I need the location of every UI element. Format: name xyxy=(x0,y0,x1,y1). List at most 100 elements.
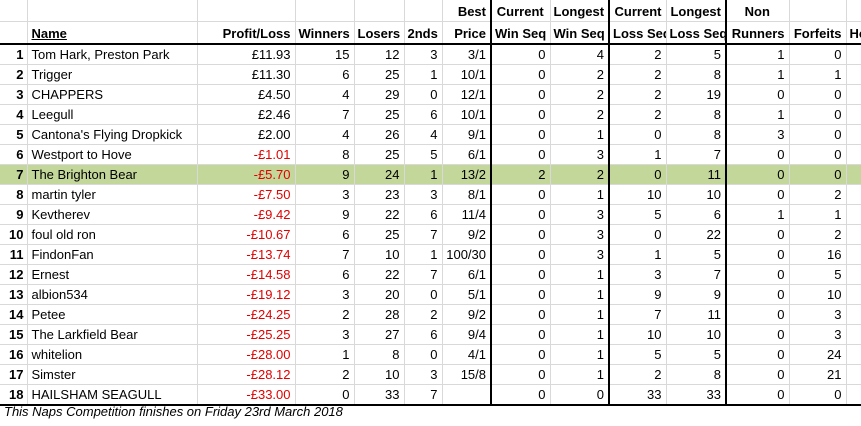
seconds-cell: 7 xyxy=(404,384,443,406)
current-loss-seq-cell: 2 xyxy=(609,104,667,125)
losers-cell: 25 xyxy=(354,64,405,85)
forfeits-cell: 0 xyxy=(789,384,847,406)
non-runners-cell: 1 xyxy=(726,204,790,225)
header-best: Best xyxy=(442,0,492,22)
seconds-cell: 3 xyxy=(404,44,443,65)
current-loss-seq-cell: 2 xyxy=(609,84,667,105)
longest-win-seq-cell: 1 xyxy=(550,264,610,285)
position-cell: 4 xyxy=(0,104,28,125)
longest-loss-seq-cell: 8 xyxy=(666,364,727,385)
current-loss-seq-cell: 7 xyxy=(609,304,667,325)
longest-loss-seq-cell: 19 xyxy=(666,84,727,105)
name-cell: CHAPPERS xyxy=(27,84,198,105)
position-cell: 11 xyxy=(0,244,28,265)
holiday-cell: 0 xyxy=(846,204,861,225)
profit-loss-cell: -£25.25 xyxy=(197,324,296,345)
non-runners-cell: 0 xyxy=(726,324,790,345)
winners-cell: 15 xyxy=(295,44,355,65)
holiday-cell: 0 xyxy=(846,224,861,245)
name-cell: Westport to Hove xyxy=(27,144,198,165)
current-loss-seq-cell: 0 xyxy=(609,224,667,245)
name-cell: Tom Hark, Preston Park xyxy=(27,44,198,65)
header-losers: Losers xyxy=(354,21,405,45)
non-runners-cell: 0 xyxy=(726,344,790,365)
name-cell: Petee xyxy=(27,304,198,325)
winners-cell: 4 xyxy=(295,84,355,105)
non-runners-cell: 0 xyxy=(726,244,790,265)
longest-loss-seq-cell: 7 xyxy=(666,144,727,165)
winners-cell: 9 xyxy=(295,204,355,225)
current-win-seq-cell: 0 xyxy=(490,304,551,325)
current-loss-seq-cell: 2 xyxy=(609,64,667,85)
longest-loss-seq-cell: 8 xyxy=(666,104,727,125)
current-loss-seq-cell: 5 xyxy=(609,344,667,365)
losers-cell: 24 xyxy=(354,164,405,185)
holiday-cell: 0 xyxy=(846,364,861,385)
forfeits-cell: 21 xyxy=(789,364,847,385)
position-cell: 18 xyxy=(0,384,28,406)
longest-win-seq-cell: 1 xyxy=(550,124,610,145)
position-cell: 7 xyxy=(0,164,28,185)
name-cell: Cantona's Flying Dropkick xyxy=(27,124,198,145)
profit-loss-cell: £11.30 xyxy=(197,64,296,85)
losers-cell: 28 xyxy=(354,304,405,325)
position-cell: 13 xyxy=(0,284,28,305)
position-cell: 16 xyxy=(0,344,28,365)
name-cell: Ernest xyxy=(27,264,198,285)
longest-loss-seq-cell: 9 xyxy=(666,284,727,305)
header-cell xyxy=(0,21,28,45)
non-runners-cell: 0 xyxy=(726,224,790,245)
header-longest-win: Longest xyxy=(550,0,610,22)
losers-cell: 10 xyxy=(354,244,405,265)
longest-win-seq-cell: 1 xyxy=(550,324,610,345)
header-cell xyxy=(354,0,405,22)
name-cell: Trigger xyxy=(27,64,198,85)
winners-cell: 6 xyxy=(295,264,355,285)
current-win-seq-cell: 0 xyxy=(490,284,551,305)
best-price-cell: 12/1 xyxy=(442,84,492,105)
longest-loss-seq-cell: 22 xyxy=(666,224,727,245)
longest-win-seq-cell: 1 xyxy=(550,364,610,385)
best-price-cell: 13/2 xyxy=(442,164,492,185)
holiday-cell: 0 xyxy=(846,244,861,265)
header-longest-loss: Longest xyxy=(666,0,727,22)
non-runners-cell: 0 xyxy=(726,184,790,205)
longest-win-seq-cell: 3 xyxy=(550,204,610,225)
current-loss-seq-cell: 2 xyxy=(609,364,667,385)
profit-loss-cell: £4.50 xyxy=(197,84,296,105)
header-cell xyxy=(197,0,296,22)
header-cell xyxy=(404,0,443,22)
current-loss-seq-cell: 2 xyxy=(609,44,667,65)
position-cell: 2 xyxy=(0,64,28,85)
holiday-cell: 0 xyxy=(846,344,861,365)
longest-win-seq-cell: 2 xyxy=(550,64,610,85)
holiday-cell: 5 xyxy=(846,184,861,205)
seconds-cell: 4 xyxy=(404,124,443,145)
profit-loss-cell: -£13.74 xyxy=(197,244,296,265)
losers-cell: 27 xyxy=(354,324,405,345)
losers-cell: 25 xyxy=(354,144,405,165)
winners-cell: 9 xyxy=(295,164,355,185)
current-win-seq-cell: 0 xyxy=(490,64,551,85)
longest-loss-seq-cell: 10 xyxy=(666,184,727,205)
best-price-cell: 15/8 xyxy=(442,364,492,385)
header-cell xyxy=(846,0,861,22)
holiday-cell: 5 xyxy=(846,44,861,65)
non-runners-cell: 3 xyxy=(726,124,790,145)
longest-loss-seq-cell: 5 xyxy=(666,244,727,265)
forfeits-cell: 16 xyxy=(789,244,847,265)
table-row: 15 The Larkfield Bear -£25.25 3 27 6 9/4 0 1 10 10… xyxy=(0,324,861,345)
header-row-top: Best Current Longest Current Longest Non xyxy=(0,0,861,22)
name-cell: The Larkfield Bear xyxy=(27,324,198,345)
seconds-cell: 5 xyxy=(404,144,443,165)
longest-win-seq-cell: 3 xyxy=(550,144,610,165)
best-price-cell: 100/30 xyxy=(442,244,492,265)
winners-cell: 7 xyxy=(295,244,355,265)
forfeits-cell: 0 xyxy=(789,164,847,185)
longest-win-seq-cell: 1 xyxy=(550,304,610,325)
